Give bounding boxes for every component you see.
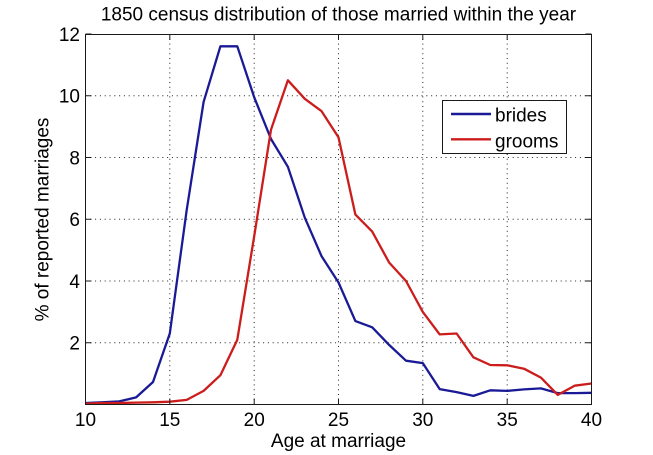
svg-text:grooms: grooms [495,131,558,152]
svg-text:Age at marriage: Age at marriage [271,431,406,452]
svg-text:40: 40 [581,410,602,431]
svg-text:4: 4 [69,272,80,293]
svg-text:15: 15 [159,410,180,431]
svg-text:10: 10 [75,410,96,431]
svg-text:30: 30 [412,410,433,431]
svg-text:8: 8 [69,148,80,169]
svg-text:12: 12 [59,25,80,46]
svg-text:20: 20 [244,410,265,431]
svg-text:35: 35 [497,410,518,431]
svg-text:1850 census distribution of th: 1850 census distribution of those marrie… [101,5,577,26]
svg-text:% of reported marriages: % of reported marriages [33,118,54,322]
svg-text:6: 6 [69,210,80,231]
svg-text:brides: brides [495,106,547,127]
svg-text:25: 25 [328,410,349,431]
svg-text:10: 10 [59,87,80,108]
svg-text:2: 2 [69,334,80,355]
